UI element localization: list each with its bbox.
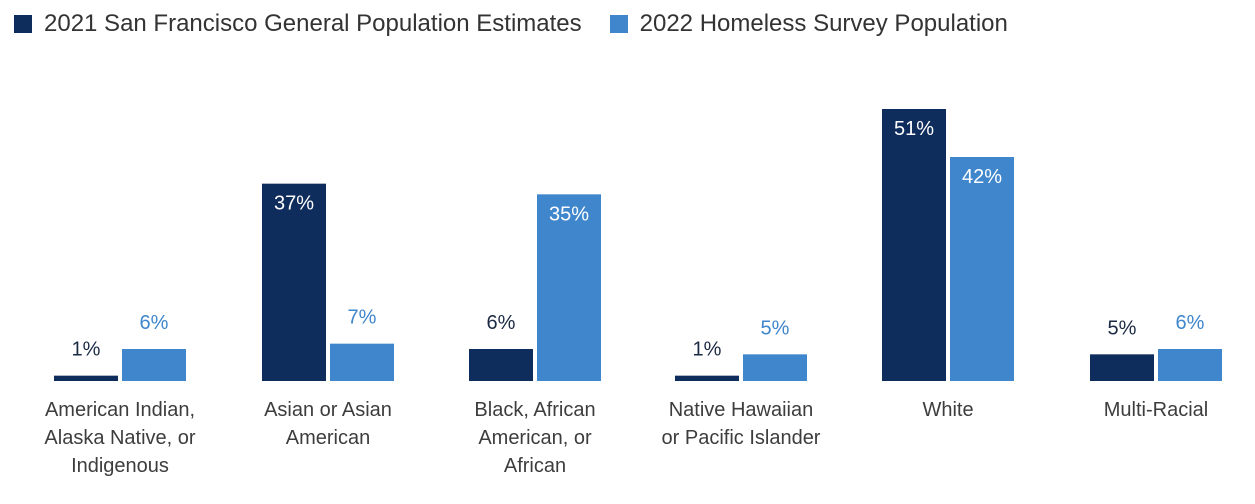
value-label-general-population-american-indian-alaska-native-or-indigenous: 1% [72,339,101,361]
legend-label-homeless-survey: 2022 Homeless Survey Population [639,10,1008,37]
category-label-asian-or-asian-american: Asian or Asian American [264,399,392,449]
value-label-homeless-survey-white: 42% [962,166,1002,188]
category-label-black-african-american-or-african: Black, African American, or African [474,399,595,477]
category-label-multi-racial: Multi-Racial [1104,399,1208,421]
value-label-general-population-black-african-american-or-african: 6% [487,312,516,334]
category-label-native-hawaiian-or-pacific-islander: Native Hawaiian or Pacific Islander [662,399,821,449]
value-label-homeless-survey-black-african-american-or-african: 35% [549,203,589,225]
value-label-homeless-survey-asian-or-asian-american: 7% [348,307,377,329]
bar-group-white: 51% 42% White [882,109,1014,421]
value-label-general-population-asian-or-asian-american: 37% [274,193,314,215]
bar-homeless-survey-white [950,157,1014,381]
bar-general-population-asian-or-asian-american [262,183,326,381]
bar-general-population-native-hawaiian-or-pacific-islander [675,375,739,381]
bar-general-population-american-indian-alaska-native-or-indigenous [54,375,118,381]
bar-group-american-indian-alaska-native-or-indigenous: 1% 6% American Indian, Alaska Native, or Ind… [44,312,196,477]
bar-homeless-survey-black-african-american-or-african [537,194,601,381]
value-label-general-population-white: 51% [894,118,934,140]
category-label-line: White [922,399,973,421]
bar-homeless-survey-asian-or-asian-american [330,343,394,381]
category-label-line: Multi-Racial [1104,399,1208,421]
category-label-line: American [286,427,370,449]
bar-group-native-hawaiian-or-pacific-islander: 1% 5% Native Hawaiian or Pacific Islander [662,317,821,449]
category-label-line: or Pacific Islander [662,427,821,449]
bar-general-population-multi-racial [1090,354,1154,381]
category-label-line: Indigenous [71,455,169,477]
bar-general-population-black-african-american-or-african [469,349,533,381]
category-label-line: American, or [478,427,592,449]
bar-group-multi-racial: 5% 6% Multi-Racial [1090,312,1222,421]
category-label-line: Black, African [474,399,595,421]
legend-item-homeless-survey: 2022 Homeless Survey Population [609,10,1008,38]
value-label-homeless-survey-american-indian-alaska-native-or-indigenous: 6% [140,312,169,334]
legend-swatch-homeless-survey [609,15,628,33]
value-label-homeless-survey-multi-racial: 6% [1176,312,1205,334]
category-label-american-indian-alaska-native-or-indigenous: American Indian, Alaska Native, or Indigen… [44,399,196,477]
bar-homeless-survey-american-indian-alaska-native-or-indigenous [122,349,186,381]
category-label-line: American Indian, [45,399,195,421]
bar-homeless-survey-native-hawaiian-or-pacific-islander [743,354,807,381]
category-label-white: White [922,399,973,421]
bar-homeless-survey-multi-racial [1158,349,1222,381]
value-label-homeless-survey-native-hawaiian-or-pacific-islander: 5% [761,317,790,339]
legend-label-general-population: 2021 San Francisco General Population Es… [44,10,582,37]
bar-group-asian-or-asian-american: 37% 7% Asian or Asian American [262,183,394,449]
legend-swatch-general-population [14,15,32,33]
legend-item-general-population: 2021 San Francisco General Population Es… [14,10,582,38]
chart-legend: 2021 San Francisco General Population Es… [14,6,1008,42]
category-label-line: Asian or Asian [264,399,392,421]
bar-group-black-african-american-or-african: 6% 35% Black, African American, or African [469,194,601,477]
category-label-line: Native Hawaiian [669,399,814,421]
bar-general-population-white [882,109,946,381]
value-label-general-population-multi-racial: 5% [1108,317,1137,339]
category-label-line: African [504,455,566,477]
category-label-line: Alaska Native, or [44,427,196,449]
value-label-general-population-native-hawaiian-or-pacific-islander: 1% [693,339,722,361]
